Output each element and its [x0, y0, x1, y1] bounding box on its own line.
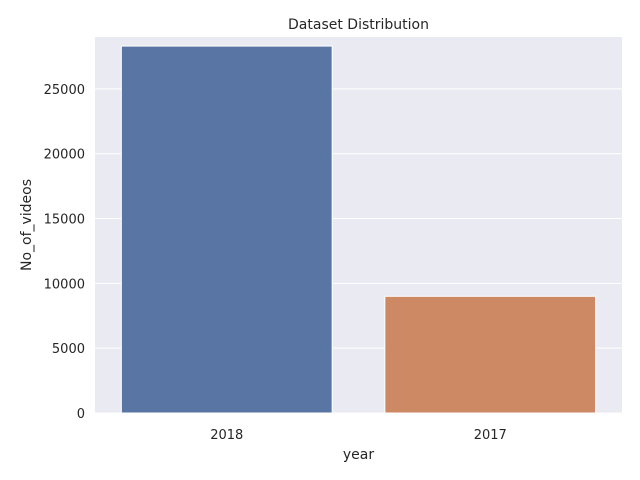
x-axis-label: year	[343, 447, 374, 463]
x-tick-label: 2017	[474, 428, 507, 443]
x-axis-ticks: 2018 2017	[210, 428, 507, 443]
y-tick-label: 20000	[44, 148, 85, 163]
y-tick-label: 10000	[44, 277, 85, 292]
x-tick-label: 2018	[210, 428, 243, 443]
bar-2018	[120, 45, 333, 414]
y-tick-label: 0	[77, 407, 85, 422]
y-axis-ticks: 0 5000 10000 15000 20000 25000	[44, 83, 85, 422]
bar-2017	[384, 295, 597, 414]
bars	[120, 45, 597, 414]
y-tick-label: 5000	[52, 342, 85, 357]
chart-title: Dataset Distribution	[288, 17, 429, 33]
y-axis-label: No_of_videos	[19, 179, 35, 271]
y-tick-label: 15000	[44, 213, 85, 228]
y-tick-label: 25000	[44, 83, 85, 98]
